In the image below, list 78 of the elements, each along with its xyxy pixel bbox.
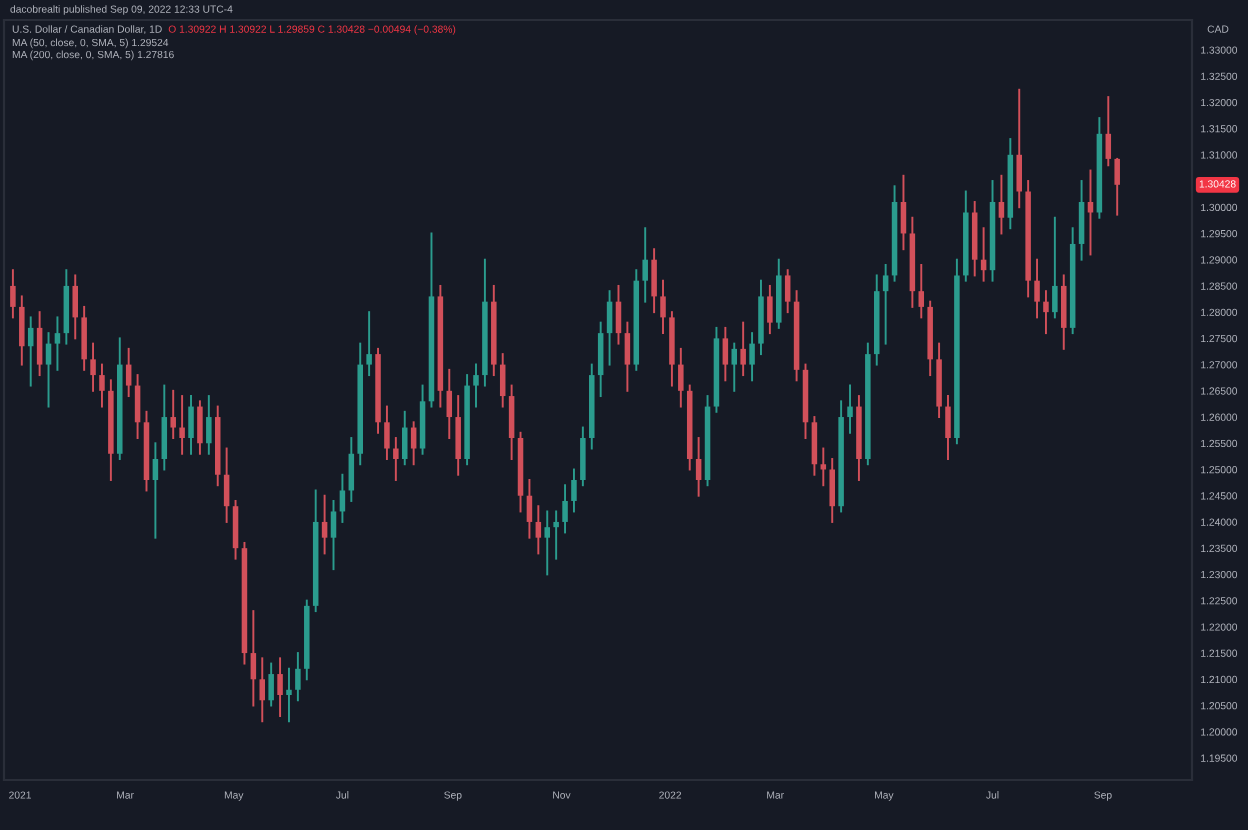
candlestick: [232, 500, 239, 560]
candlestick: [188, 395, 194, 455]
candlestick: [571, 468, 577, 513]
candlestick: [152, 442, 159, 539]
candlestick: [829, 458, 835, 523]
candlestick: [624, 321, 631, 392]
candlestick: [1034, 258, 1040, 319]
candlestick: [455, 395, 461, 476]
candlestick: [936, 342, 942, 419]
candlestick: [767, 284, 773, 335]
candlestick: [330, 500, 337, 571]
candlestick: [161, 384, 168, 471]
candlestick: [446, 368, 453, 439]
candlestick: [784, 269, 791, 314]
candlestick: [669, 311, 675, 387]
candlestick: [998, 174, 1005, 235]
candlestick: [90, 342, 96, 392]
candlestick: [19, 295, 25, 366]
candlestick: [1114, 157, 1120, 216]
candlestick: [642, 227, 648, 303]
candlestick: [250, 610, 257, 707]
candlestick: [125, 347, 132, 398]
candlestick: [597, 321, 604, 398]
candlestick: [544, 510, 550, 576]
candlestick: [651, 248, 657, 314]
candlestick: [393, 437, 399, 481]
candlestick: [286, 667, 292, 723]
candlestick: [695, 437, 702, 497]
candlestick: [419, 384, 426, 455]
candlestick: [179, 395, 185, 455]
candlestick: [1016, 88, 1022, 209]
candlestick: [1078, 180, 1085, 261]
candlestick: [36, 311, 43, 377]
candlestick: [918, 263, 925, 319]
candlestick: [259, 657, 266, 723]
candlestick: [401, 410, 408, 466]
candlestick: [758, 279, 764, 356]
candlestick: [384, 405, 390, 460]
candlestick: [1105, 96, 1112, 167]
candlestick: [660, 279, 666, 335]
candlestick: [776, 258, 782, 329]
candlestick: [277, 657, 283, 717]
candlestick: [749, 332, 755, 382]
candlestick: [945, 395, 951, 460]
candlestick: [206, 395, 212, 455]
candlestick: [63, 269, 70, 345]
candlestick: [99, 363, 105, 408]
candlestick: [580, 426, 586, 487]
candlestick: [722, 326, 729, 382]
candlestick: [321, 494, 328, 555]
candlestick: [170, 389, 176, 439]
candlestick: [1052, 216, 1058, 319]
candlestick: [72, 274, 79, 340]
candlestick: [971, 201, 978, 277]
candlestick: [882, 263, 889, 345]
candlestick: [339, 473, 346, 523]
candlestick: [366, 311, 372, 377]
candlestick: [562, 484, 568, 534]
candlestick: [740, 321, 746, 377]
candlestick: [10, 269, 16, 319]
candlestick: [268, 662, 274, 707]
candlestick: [553, 510, 559, 560]
candlestick: [731, 342, 738, 392]
candlestick: [847, 384, 853, 434]
candlestick: [54, 316, 61, 371]
candlestick: [1061, 274, 1067, 350]
candlestick: [678, 347, 684, 408]
candlestick: [508, 384, 515, 460]
candlestick: [473, 363, 479, 408]
candlestick: [535, 505, 542, 555]
candlestick: [295, 652, 301, 702]
candlestick: [410, 421, 417, 466]
candlestick: [45, 332, 52, 408]
candlestick: [1043, 290, 1049, 335]
candlestick: [197, 400, 203, 455]
candlestick: [526, 479, 533, 539]
candlestick: [811, 416, 818, 476]
candlestick: [81, 305, 87, 371]
